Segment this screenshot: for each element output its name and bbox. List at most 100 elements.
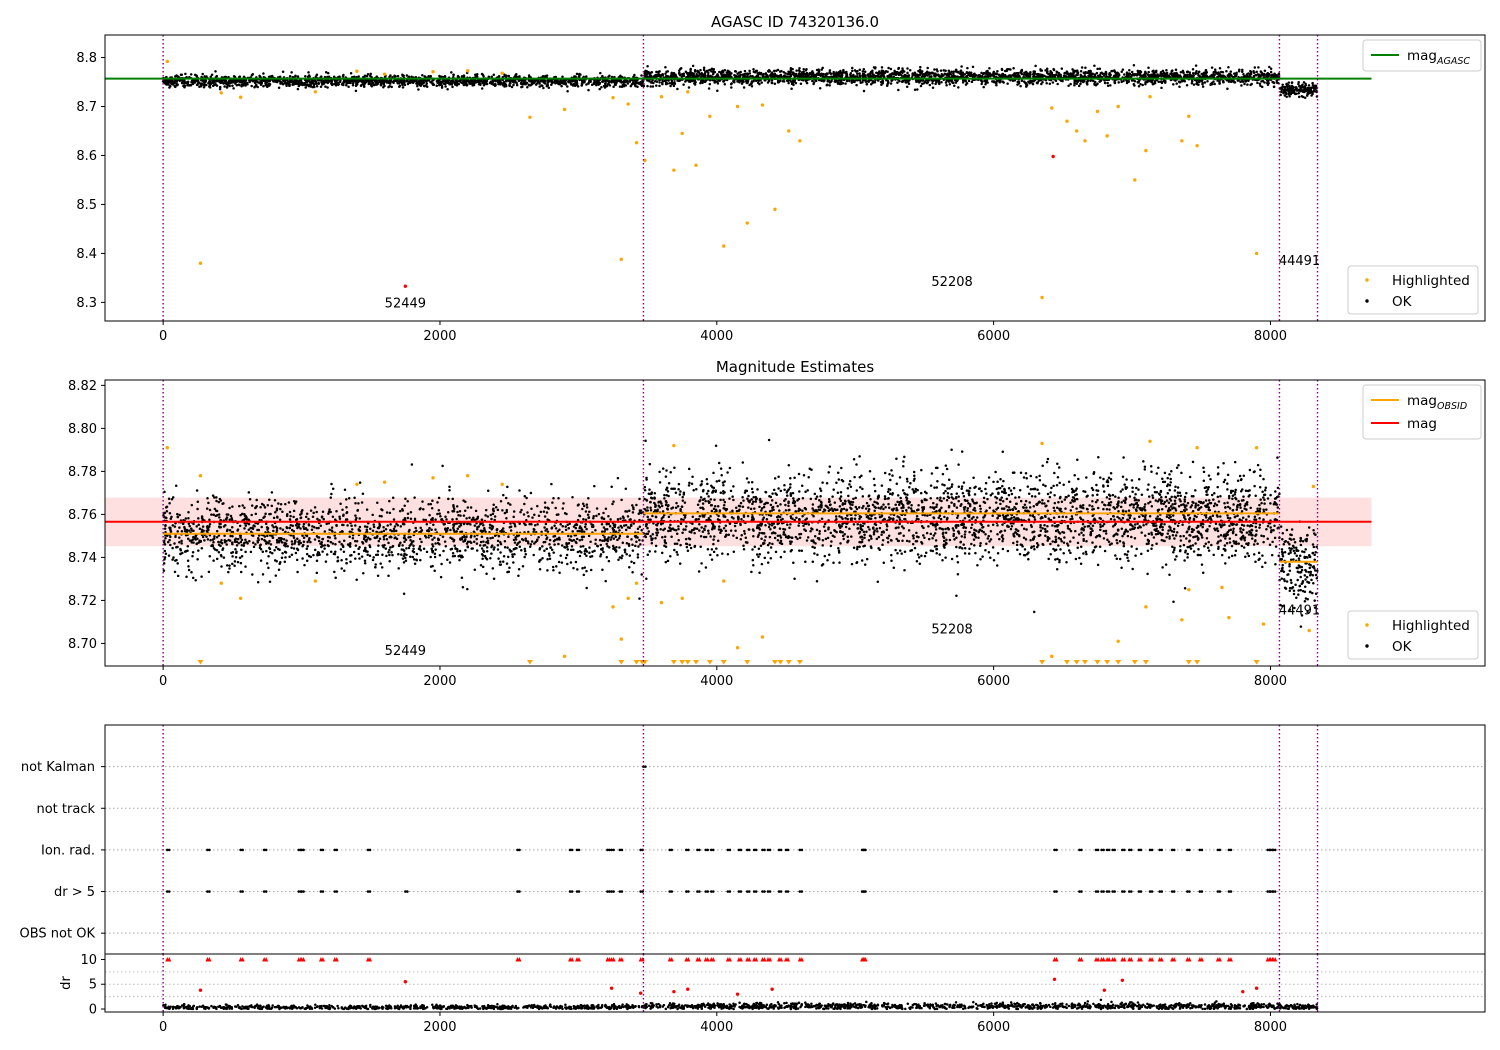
ok-point — [746, 81, 749, 85]
ok-point — [1019, 71, 1022, 74]
highlighted-point — [1065, 119, 1069, 123]
ytick-label: 8.4 — [76, 247, 97, 262]
ok-point — [785, 79, 789, 83]
ok-point — [598, 87, 601, 91]
ok-point — [919, 84, 923, 88]
ok-point — [896, 81, 899, 84]
ok-point — [394, 529, 398, 533]
ok-point — [933, 68, 936, 71]
ok-point — [1067, 84, 1070, 87]
highlighted-point — [798, 139, 802, 143]
ok-point — [1030, 81, 1033, 84]
ok-point — [480, 87, 484, 90]
ok-point — [355, 82, 358, 86]
ok-point — [1250, 82, 1253, 86]
ok-point — [281, 79, 285, 82]
ok-point — [353, 75, 356, 79]
ok-point — [984, 80, 987, 83]
ok-point — [862, 89, 866, 93]
highlighted-point — [431, 70, 435, 74]
ok-point — [1186, 73, 1189, 77]
ok-point — [858, 79, 862, 82]
ok-point — [947, 74, 951, 78]
ok-point — [470, 518, 474, 522]
ok-point — [416, 84, 419, 88]
ok-point — [861, 75, 865, 78]
ok-point — [314, 82, 318, 86]
ok-point — [389, 74, 392, 77]
ok-point — [330, 80, 333, 83]
ok-point — [859, 81, 862, 85]
ok-point — [345, 83, 348, 87]
ok-point — [672, 84, 676, 88]
ok-point — [1203, 74, 1206, 78]
ok-point — [209, 82, 212, 86]
ok-point — [235, 83, 239, 87]
highlighted-point — [1180, 139, 1184, 143]
ok-point — [1302, 86, 1305, 89]
ok-point — [235, 80, 238, 84]
ok-point — [508, 84, 511, 88]
ok-point — [758, 82, 761, 86]
ok-point — [275, 80, 279, 84]
highlighted-point — [659, 95, 664, 99]
ok-point — [186, 81, 190, 84]
highlighted-point — [745, 221, 749, 225]
ok-point — [191, 79, 194, 83]
ok-point — [663, 79, 667, 83]
ok-point — [1024, 81, 1027, 85]
ok-point — [231, 562, 234, 566]
ok-point — [1153, 81, 1157, 85]
ok-point — [264, 82, 267, 85]
ok-point — [1029, 71, 1032, 74]
ok-point — [1237, 69, 1241, 73]
ok-point — [770, 81, 774, 85]
ok-point — [1117, 81, 1120, 84]
ok-point — [1085, 81, 1089, 85]
ok-point — [543, 506, 547, 509]
ok-point — [1110, 69, 1113, 73]
ok-point — [735, 75, 738, 78]
ok-point — [294, 75, 297, 78]
ok-point — [572, 82, 576, 86]
ok-point — [1045, 81, 1048, 85]
ok-point — [938, 82, 941, 86]
ok-point — [351, 81, 355, 85]
ok-point — [402, 592, 406, 595]
ok-point — [250, 504, 254, 507]
ok-point — [664, 75, 668, 78]
ok-point — [739, 70, 742, 74]
ok-point — [734, 70, 738, 73]
ok-point — [969, 74, 972, 78]
highlighted-point — [1040, 295, 1044, 300]
ok-point — [371, 529, 375, 532]
ok-point — [926, 66, 929, 70]
agasc-title: AGASC ID 74320136.0 — [711, 13, 879, 31]
ok-point — [603, 82, 607, 85]
ok-point — [184, 81, 188, 84]
ok-point — [1055, 71, 1059, 74]
ok-point — [1297, 82, 1300, 86]
ok-point — [940, 73, 944, 76]
ok-point — [940, 80, 943, 84]
ok-point — [1183, 79, 1187, 83]
ok-point — [1247, 72, 1250, 75]
ok-point — [326, 86, 329, 89]
ok-point — [474, 73, 477, 77]
ok-point — [627, 544, 631, 547]
ok-points-segment-0 — [161, 70, 645, 93]
ok-point — [1311, 81, 1314, 85]
ok-point — [917, 74, 920, 78]
ok-point — [746, 72, 750, 75]
ok-point — [1218, 73, 1222, 76]
ok-point — [254, 85, 257, 88]
ok-point — [601, 74, 604, 78]
ok-point — [931, 82, 934, 85]
ok-point — [231, 84, 234, 87]
ok-point — [335, 510, 338, 513]
highlighted-point — [680, 131, 684, 136]
ok-point — [402, 74, 405, 77]
ok-point — [366, 72, 370, 76]
ok-point — [947, 69, 951, 72]
ok-point — [404, 497, 407, 501]
